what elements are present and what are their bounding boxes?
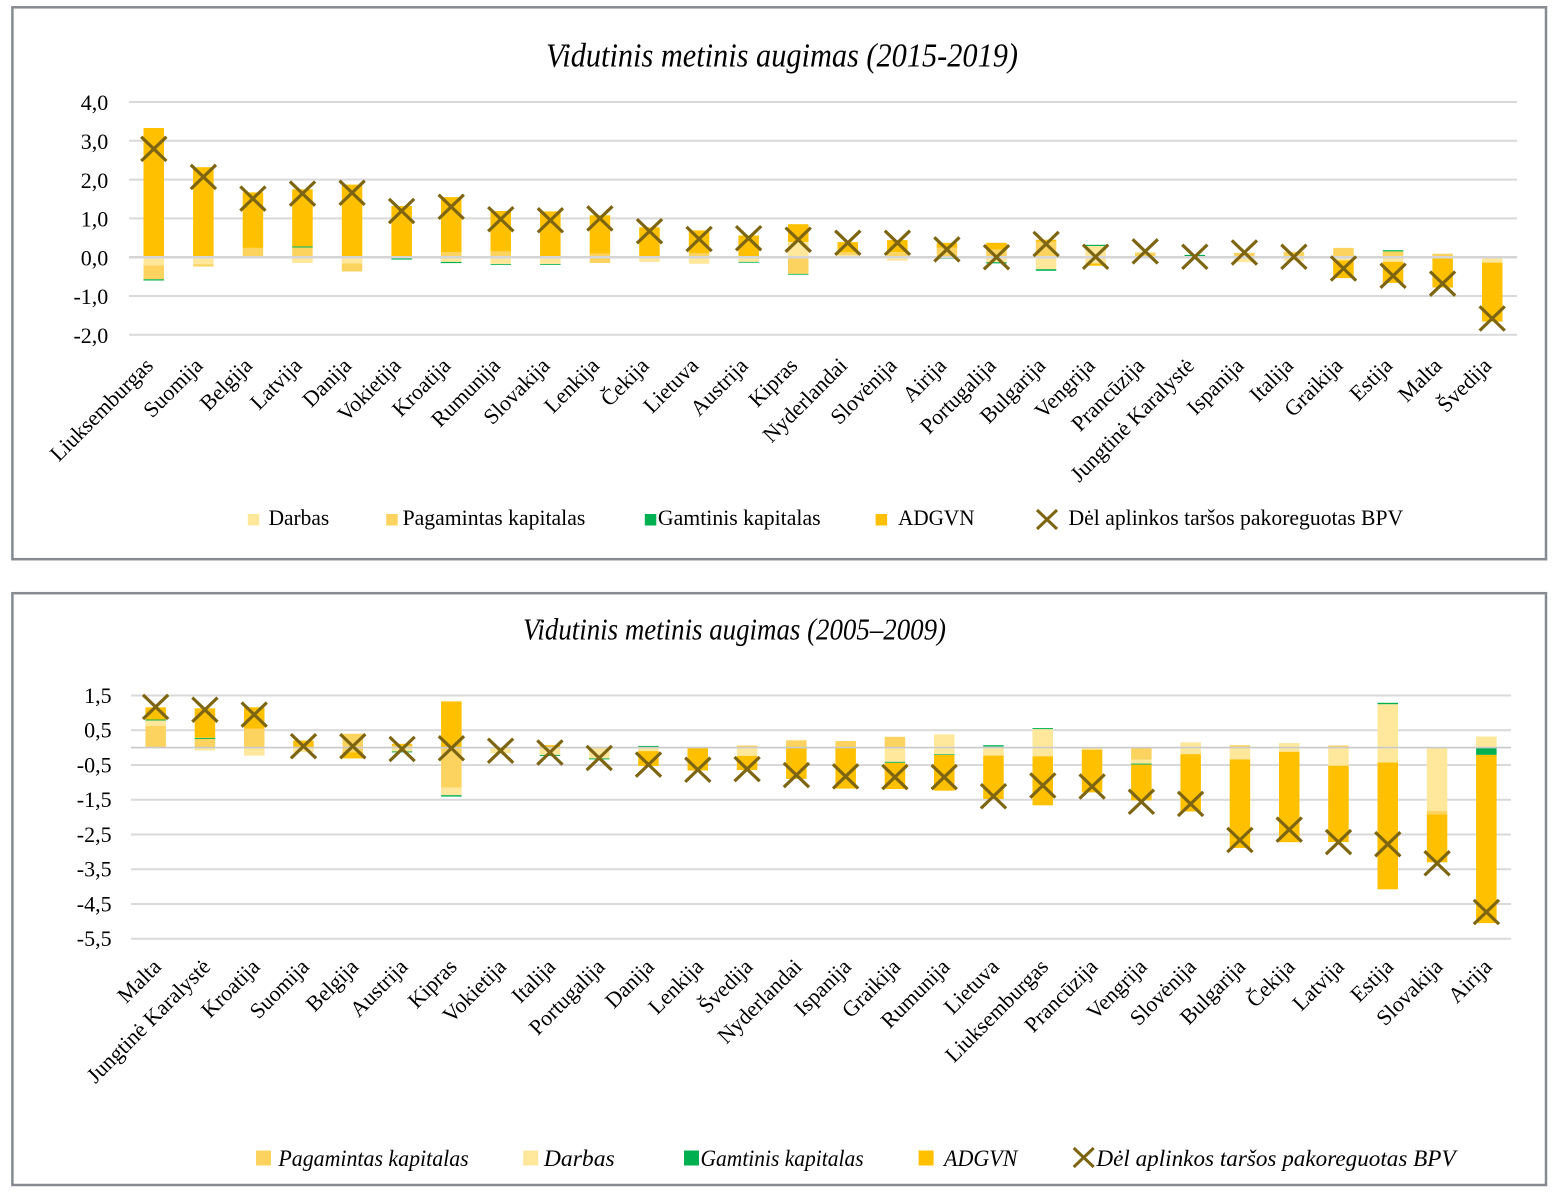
svg-text:1,0: 1,0 [81,207,109,232]
svg-text:2,0: 2,0 [81,168,109,193]
svg-text:3,0: 3,0 [81,129,109,154]
svg-text:-2,5: -2,5 [77,822,112,847]
svg-text:Gamtinis kapitalas: Gamtinis kapitalas [658,505,821,530]
svg-text:4,0: 4,0 [81,90,109,115]
svg-text:ADGVN: ADGVN [898,505,974,530]
svg-text:Darbas: Darbas [269,505,330,530]
svg-text:Gamtinis kapitalas: Gamtinis kapitalas [701,1146,864,1172]
svg-text:0,5: 0,5 [84,718,112,743]
svg-text:-1,0: -1,0 [73,284,108,309]
svg-text:Vidutinis metinis augimas (200: Vidutinis metinis augimas (2005–2009) [523,612,946,647]
svg-text:Pagamintas kapitalas: Pagamintas kapitalas [403,505,586,530]
svg-text:0,0: 0,0 [81,245,109,270]
svg-text:Darbas: Darbas [543,1146,615,1172]
svg-text:-5,5: -5,5 [77,926,112,951]
svg-text:ADGVN: ADGVN [942,1146,1019,1172]
svg-text:1,5: 1,5 [84,683,112,708]
svg-text:-3,5: -3,5 [77,857,112,882]
svg-text:Pagamintas kapitalas: Pagamintas kapitalas [277,1146,468,1172]
svg-text:-0,5: -0,5 [77,753,112,778]
svg-text:Vidutinis metinis augimas (201: Vidutinis metinis augimas (2015-2019) [546,38,1018,75]
svg-text:-4,5: -4,5 [77,892,112,917]
svg-text:Dėl aplinkos taršos pakoreguot: Dėl aplinkos taršos pakoreguotas BPV [1069,505,1404,530]
svg-text:-2,0: -2,0 [73,323,108,348]
svg-text:-1,5: -1,5 [77,787,112,812]
svg-text:Dėl aplinkos taršos pakoreguot: Dėl aplinkos taršos pakoreguotas BPV [1095,1146,1458,1172]
